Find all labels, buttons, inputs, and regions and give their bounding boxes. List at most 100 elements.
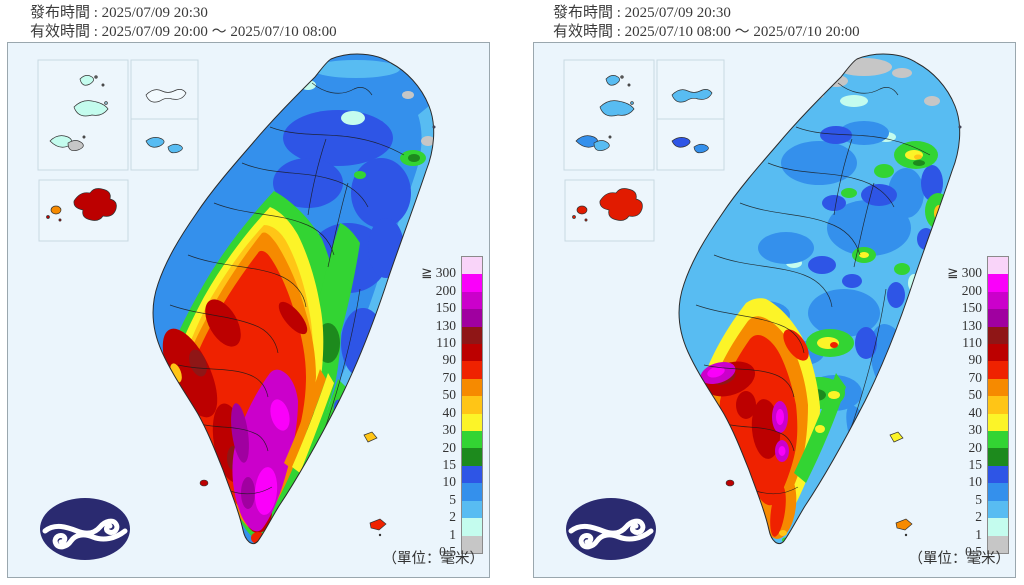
legend-label: 1	[449, 526, 456, 542]
legend-swatch	[988, 483, 1008, 501]
orchid-island	[369, 518, 387, 531]
orchid-island	[895, 518, 913, 531]
kinmen-inset	[671, 89, 713, 103]
legend-swatch	[462, 431, 482, 449]
unit-label: （單位：毫米）	[908, 551, 1011, 567]
legend-label: ≧ 300	[947, 265, 982, 281]
island-insets	[563, 59, 725, 242]
legend-swatch	[462, 257, 482, 275]
legend-label: 10	[442, 474, 457, 490]
right-valid-time: 有效時間 : 2025/07/10 08:00 ～ 2025/07/10 20:…	[553, 24, 860, 40]
legend-swatch	[462, 448, 482, 466]
taiwan-rain-map-evening	[37, 53, 436, 560]
legend-label: 40	[442, 404, 457, 420]
island-insets	[37, 59, 199, 242]
legend-label: 15	[968, 456, 983, 472]
legend-label: 20	[968, 439, 983, 455]
legend-label: 0.5	[965, 544, 982, 559]
legend-swatch	[988, 465, 1008, 484]
right-issue-time: 發布時間 : 2025/07/09 20:30	[553, 5, 731, 21]
legend-label: 130	[961, 317, 982, 333]
green-island	[889, 431, 904, 443]
legend-swatch	[462, 378, 482, 397]
islet-dot	[904, 533, 908, 537]
penghu-inset	[572, 188, 643, 222]
islet-dot	[378, 533, 382, 537]
turtle-island	[958, 125, 962, 129]
turtle-island	[432, 125, 436, 129]
liuqiu-island	[725, 479, 735, 487]
legend-swatch	[988, 309, 1008, 327]
legend-swatch	[988, 396, 1008, 414]
legend-swatch	[988, 257, 1008, 275]
legend-swatch	[988, 326, 1008, 345]
kinmen-inset	[145, 89, 187, 103]
legend-label: 15	[442, 456, 457, 472]
legend-swatch	[462, 500, 482, 519]
legend-swatch	[462, 483, 482, 501]
left-issue-time: 發布時間 : 2025/07/09 20:30	[30, 5, 208, 21]
legend-swatch	[462, 326, 482, 345]
legend-swatch	[988, 344, 1008, 362]
legend-label: 20	[442, 439, 457, 455]
legend-swatch	[988, 535, 1008, 553]
legend-label: 30	[442, 422, 457, 438]
rain-map-panel-right: ≧ 300 200 150 130 110 90 70 50 40 30 20 15 10 5 2 1 0.5 …	[533, 42, 1016, 578]
cwa-logo	[40, 498, 130, 560]
legend-swatch	[988, 413, 1008, 432]
small-islands-inset	[671, 137, 709, 154]
legend-label: 5	[449, 491, 456, 507]
taiwan-outline	[152, 53, 435, 545]
legend-swatch	[988, 361, 1008, 379]
taiwan-rain-map-daytime	[563, 53, 962, 560]
legend-swatch	[988, 291, 1008, 310]
liuqiu-island	[199, 479, 209, 487]
legend-swatch	[462, 274, 482, 292]
taiwan-outline	[678, 53, 961, 545]
legend-label: 40	[968, 404, 983, 420]
legend-label: 90	[442, 352, 457, 368]
unit-label: （單位：毫米）	[382, 551, 485, 567]
legend-swatch	[462, 535, 482, 553]
legend-swatch	[988, 500, 1008, 519]
legend-label: 2	[975, 509, 982, 525]
legend-swatch	[462, 518, 482, 536]
rain-map-panel-left: ≧ 300 200 150 130 110 90 70 50 40 30 20 15 10 5 2 1 0.5 …	[7, 42, 490, 578]
legend-label: 200	[961, 282, 982, 298]
legend-label: 150	[961, 300, 982, 316]
legend-label: 70	[442, 369, 457, 385]
legend-swatch	[988, 448, 1008, 466]
legend-label: 200	[435, 282, 456, 298]
legend-swatch	[462, 309, 482, 327]
green-island	[363, 431, 378, 443]
legend-label: 150	[435, 300, 456, 316]
legend-label: 130	[435, 317, 456, 333]
legend-label: 1	[975, 526, 982, 542]
legend-label: 110	[436, 335, 456, 351]
legend-label: 30	[968, 422, 983, 438]
legend-colorbar	[987, 256, 1009, 554]
matsu-inset	[49, 75, 109, 152]
left-valid-time: 有效時間 : 2025/07/09 20:00 ～ 2025/07/10 08:…	[30, 24, 337, 40]
legend-swatch	[988, 431, 1008, 449]
penghu-inset	[46, 188, 117, 222]
legend-swatch	[988, 378, 1008, 397]
legend-swatch	[988, 518, 1008, 536]
small-islands-inset	[145, 137, 183, 154]
legend-label: 110	[962, 335, 982, 351]
legend-swatch	[988, 274, 1008, 292]
legend-label: 5	[975, 491, 982, 507]
legend-label: ≧ 300	[421, 265, 456, 281]
legend-label: 0.5	[439, 544, 456, 559]
rain-shading	[153, 54, 434, 544]
legend-label: 50	[968, 387, 983, 403]
legend-swatch	[462, 291, 482, 310]
legend-colorbar	[461, 256, 483, 554]
legend-label: 90	[968, 352, 983, 368]
legend-swatch	[462, 465, 482, 484]
legend-label: 70	[968, 369, 983, 385]
cwa-logo	[566, 498, 656, 560]
legend-label: 50	[442, 387, 457, 403]
matsu-inset	[575, 75, 635, 152]
